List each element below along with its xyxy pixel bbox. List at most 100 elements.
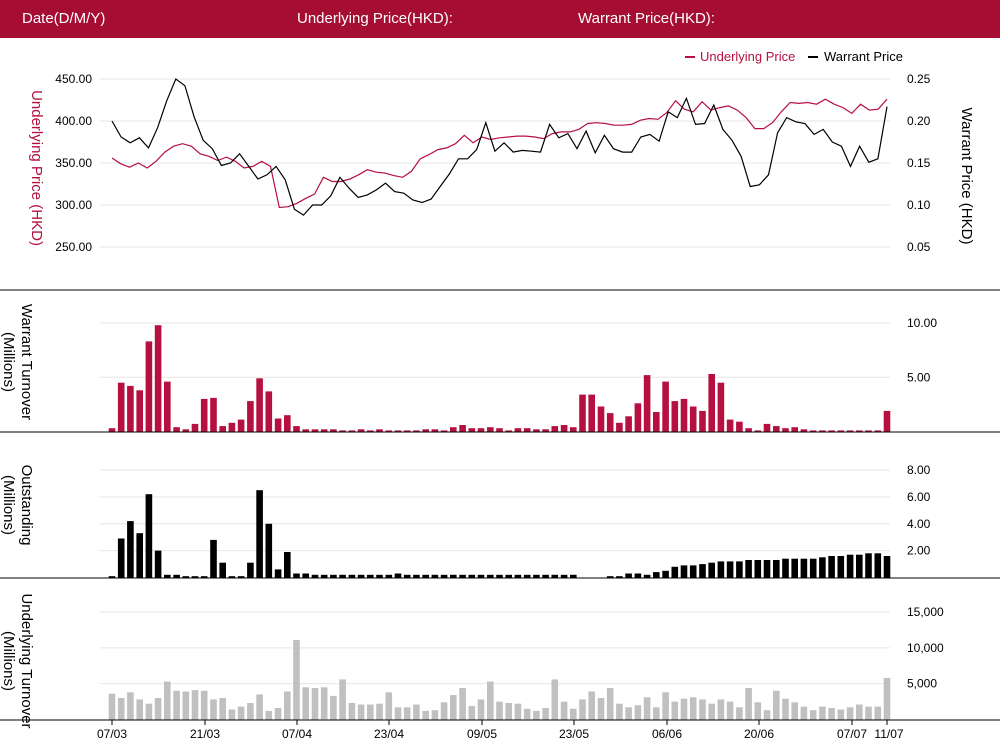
y-right-tick-label: 0.05 (907, 240, 931, 254)
underlying-turnover-bar (773, 690, 780, 720)
warrant-turnover-bar (108, 428, 116, 432)
outstanding-bar (717, 561, 725, 578)
underlying-turnover-bar (883, 677, 891, 720)
underlying-turnover-bar (763, 710, 771, 720)
underlying-turnover-bar (191, 690, 199, 720)
warrant-turnover-bar (616, 422, 623, 432)
underlying-turnover-bar (459, 688, 466, 720)
y-right-tick-label: 0.15 (907, 156, 931, 170)
warrant-turnover-bar (284, 415, 291, 432)
outstanding-bar (440, 574, 448, 578)
underlying-turnover-bar (117, 698, 125, 720)
underlying-turnover-bar (726, 701, 734, 720)
underlying-turnover-bar (653, 707, 660, 720)
underlying-turnover-bar (413, 704, 420, 720)
underlying-turnover-bar (228, 709, 236, 720)
outstanding-bar (302, 573, 309, 578)
warrant-turnover-bar (154, 325, 162, 432)
warrant-turnover-bar (191, 423, 199, 432)
underlying-turnover-bar (302, 687, 309, 720)
warrant-turnover-bar (450, 427, 457, 432)
outstanding-bar (883, 556, 891, 578)
outstanding-bar (819, 557, 826, 578)
underlying-turnover-bar (200, 690, 208, 720)
outstanding-bar (791, 558, 798, 578)
warrant-turnover-bar (551, 426, 559, 432)
warrant-turnover-bar (726, 419, 734, 432)
underlying-turnover-bar (689, 697, 697, 720)
warrant-turnover-bar (136, 390, 143, 432)
underlying-turnover-bar (837, 709, 845, 720)
warrant-turnover-bar (736, 421, 743, 432)
underlying-turnover-bar (754, 702, 762, 720)
warrant-turnover-bar (173, 427, 180, 432)
warrant-turnover-bar (330, 429, 337, 432)
underlying-turnover-bar (367, 704, 374, 720)
x-tick-label: 07/03 (97, 727, 127, 741)
warrant-turnover-bar (459, 425, 466, 432)
underlying-turnover-bar (736, 707, 743, 720)
outstanding-bar (348, 574, 356, 578)
underlying-turnover-bar (422, 710, 429, 720)
outstanding-bar (422, 574, 429, 578)
warrant-turnover-bar (856, 430, 863, 432)
x-tick-label: 21/03 (190, 727, 220, 741)
underlying-turnover-bar (164, 681, 171, 720)
outstanding-bar (311, 574, 319, 578)
outstanding-bar (154, 550, 162, 578)
outstanding-bar (117, 538, 125, 578)
warrant-turnover-bar (422, 429, 429, 432)
y-tick-label: 15,000 (907, 605, 944, 619)
warrant-turnover-bar (671, 401, 679, 432)
warrant-turnover-bar (699, 410, 706, 432)
underlying-turnover-bar (320, 687, 328, 720)
x-tick-label: 07/04 (282, 727, 312, 741)
outstanding-bar (164, 574, 171, 578)
warrant-turnover-bar (274, 418, 282, 432)
underlying-turnover-bar (671, 701, 679, 720)
warrant-turnover-bar (819, 430, 826, 432)
warrant-turnover-bar (689, 406, 697, 432)
warrant-turnover-bar (883, 410, 891, 432)
warrant-turnover-bar (773, 426, 780, 432)
warrant-turnover-bar (117, 382, 125, 432)
underlying-turnover-bar (477, 699, 485, 720)
y-left-tick-label: 400.00 (55, 114, 92, 128)
outstanding-bar (496, 574, 503, 578)
warrant-turnover-bar (865, 430, 872, 432)
underlying-turnover-bar (680, 698, 688, 720)
underlying-turnover-bar (597, 698, 605, 720)
warrant-turnover-bar (293, 426, 300, 432)
underlying-turnover-bar (662, 692, 669, 720)
outstanding-bar (293, 573, 300, 578)
outstanding-bar (754, 560, 762, 578)
outstanding-bar (394, 573, 402, 578)
underlying-turnover-bar (514, 703, 522, 720)
x-tick-label: 09/05 (467, 727, 497, 741)
warrant-turnover-bar (468, 428, 476, 432)
underlying-turnover-bar (717, 699, 725, 720)
underlying-turnover-bar (330, 695, 337, 720)
underlying-turnover-bar (588, 691, 595, 720)
underlying-turnover-bar (274, 708, 282, 720)
underlying-turnover-bar (846, 707, 854, 720)
y-left-tick-label: 350.00 (55, 156, 92, 170)
underlying-turnover-bar (699, 699, 706, 720)
outstanding-bar (616, 576, 623, 578)
warrant-turnover-bar (523, 428, 531, 432)
underlying-turnover-bar (182, 691, 190, 720)
warrant-price-label: Warrant Price(HKD): (578, 10, 715, 27)
y-right-axis-title: Warrant Price (HKD) (958, 108, 975, 245)
outstanding-bar (487, 574, 494, 578)
x-tick-label: 11/07 (874, 727, 903, 741)
warrant-turnover-bar (496, 428, 503, 432)
underlying-turnover-bar (403, 707, 411, 720)
underlying-turnover-bar (523, 708, 531, 720)
outstanding-bar (606, 576, 614, 578)
y-left-tick-label: 450.00 (55, 72, 92, 86)
outstanding-bar (736, 561, 743, 578)
x-tick-label: 23/04 (374, 727, 404, 741)
y-right-tick-label: 0.25 (907, 72, 931, 86)
warrant-turnover-bar (680, 398, 688, 432)
info-header: Date(D/M/Y) Underlying Price(HKD): Warra… (0, 0, 1000, 38)
